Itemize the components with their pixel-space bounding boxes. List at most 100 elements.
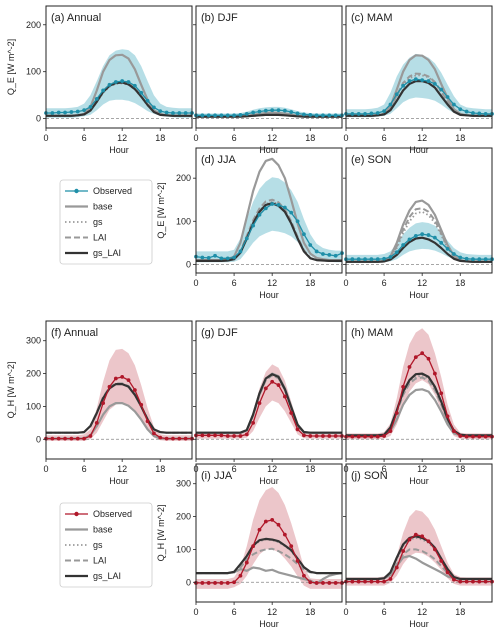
x-tick-label: 6: [232, 278, 237, 288]
observed-point: [363, 434, 367, 439]
observed-point: [219, 433, 224, 438]
x-tick-label: 6: [382, 133, 387, 143]
observed-point: [263, 386, 268, 391]
observed-point: [369, 579, 374, 584]
legend-marker: [74, 511, 79, 517]
y-tick-label: 0: [36, 434, 41, 444]
observed-point: [308, 112, 313, 117]
panel-label: (h) MAM: [351, 327, 393, 339]
y-tick-label: 0: [36, 114, 41, 124]
observed-point: [445, 570, 450, 575]
observed-point: [164, 436, 169, 441]
observed-point: [75, 436, 80, 441]
observed-point: [369, 257, 374, 262]
x-tick-label: 6: [232, 464, 237, 474]
panel-label: (i) JJA: [201, 470, 233, 482]
uncertainty-band: [196, 364, 342, 439]
observed-point: [401, 243, 406, 247]
observed-point: [439, 559, 444, 563]
observed-point: [295, 559, 300, 563]
observed-point: [206, 433, 211, 438]
observed-point: [232, 255, 236, 260]
uncertainty-band: [196, 177, 342, 263]
observed-point: [458, 434, 463, 438]
observed-point: [426, 79, 431, 83]
observed-point: [445, 246, 450, 251]
observed-point: [295, 427, 300, 432]
observed-point: [369, 111, 374, 116]
observed-point: [88, 104, 93, 109]
observed-point: [432, 547, 437, 552]
observed-point: [183, 111, 188, 115]
observed-point: [56, 110, 61, 115]
y-tick-label: 300: [176, 479, 191, 489]
observed-point: [388, 102, 393, 107]
x-tick-label: 12: [117, 464, 127, 474]
observed-point: [276, 202, 281, 207]
x-tick-label: 0: [343, 133, 348, 143]
x-tick-label: 18: [455, 278, 465, 288]
observed-point: [432, 371, 437, 376]
x-tick-label: 18: [305, 133, 315, 143]
observed-point: [420, 351, 425, 356]
observed-point: [458, 107, 463, 112]
observed-point: [183, 436, 188, 441]
observed-point: [238, 573, 243, 578]
observed-point: [407, 537, 412, 542]
panel-frame: [45, 320, 193, 460]
observed-point: [356, 579, 361, 584]
observed-point: [477, 257, 482, 262]
observed-point: [426, 233, 431, 237]
observed-point: [439, 240, 444, 245]
observed-point: [388, 429, 393, 433]
x-axis-label: Hour: [409, 290, 429, 300]
x-tick-label: 18: [455, 607, 465, 617]
observed-point: [219, 113, 224, 118]
uncertainty-band: [346, 222, 492, 263]
observed-point: [238, 434, 243, 438]
observed-point: [445, 95, 450, 99]
observed-point: [375, 579, 380, 584]
observed-point: [452, 252, 456, 256]
observed-point: [257, 109, 262, 114]
observed-point: [458, 255, 463, 260]
series-gs_lai: [196, 202, 342, 262]
observed-point: [107, 82, 112, 87]
observed-point: [407, 237, 412, 242]
series-base: [346, 388, 492, 438]
observed-point: [251, 544, 256, 549]
observed-point: [477, 111, 482, 116]
observed-point: [88, 434, 93, 438]
observed-point: [225, 113, 230, 118]
observed-point: [333, 434, 338, 438]
uncertainty-band: [346, 328, 492, 440]
panel-9: (i) JJA 0 6 12 18 Hour 0 100 200 300 Q_H [W m^-2]: [156, 463, 344, 629]
observed-point: [432, 81, 437, 86]
observed-point: [171, 111, 175, 115]
legend-label: Observed: [93, 186, 132, 196]
observed-point: [282, 394, 287, 399]
observed-point: [295, 219, 300, 224]
observed-point: [401, 384, 406, 389]
observed-point: [132, 388, 137, 392]
legend-label: LAI: [93, 556, 107, 566]
observed-point: [219, 581, 224, 585]
observed-point: [177, 111, 182, 115]
panel-frame: [345, 463, 493, 603]
observed-point: [321, 581, 325, 585]
observed-point: [232, 434, 236, 438]
x-tick-label: 18: [455, 464, 465, 474]
observed-point: [413, 532, 418, 537]
observed-point: [251, 223, 256, 228]
observed-point: [407, 365, 412, 369]
observed-point: [350, 257, 355, 262]
observed-point: [452, 429, 456, 433]
observed-point: [483, 257, 488, 262]
observed-point: [394, 565, 399, 570]
observed-point: [113, 376, 118, 381]
observed-point: [420, 534, 425, 539]
observed-point: [464, 109, 469, 114]
x-tick-label: 12: [117, 133, 127, 143]
